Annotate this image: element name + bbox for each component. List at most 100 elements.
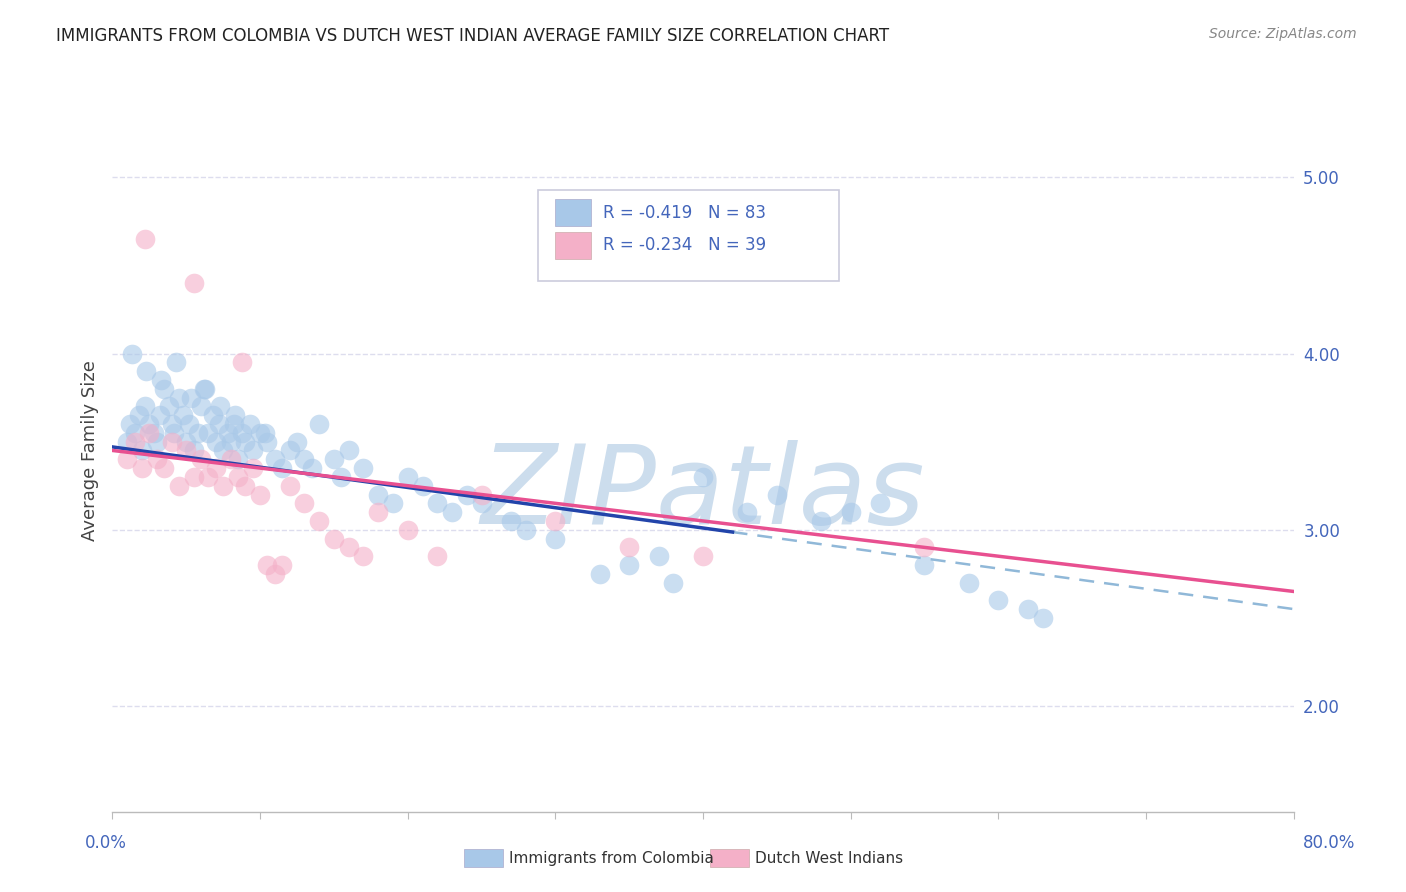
- Y-axis label: Average Family Size: Average Family Size: [80, 360, 98, 541]
- Point: [544, 514, 567, 528]
- Point: [160, 417, 183, 431]
- Point: [124, 434, 146, 449]
- Point: [226, 452, 249, 467]
- Point: [352, 549, 374, 564]
- Point: [396, 523, 419, 537]
- Point: [242, 461, 264, 475]
- Point: [810, 514, 832, 528]
- Point: [212, 443, 235, 458]
- Point: [197, 425, 219, 440]
- Point: [131, 461, 153, 475]
- Text: Immigrants from Colombia: Immigrants from Colombia: [509, 851, 714, 865]
- Point: [256, 434, 278, 449]
- Point: [914, 541, 936, 555]
- Point: [138, 417, 160, 431]
- Point: [352, 461, 374, 475]
- Point: [242, 443, 264, 458]
- Text: 80.0%: 80.0%: [1302, 834, 1355, 852]
- Point: [150, 373, 173, 387]
- Point: [190, 400, 212, 414]
- Point: [323, 452, 346, 467]
- Point: [367, 505, 389, 519]
- Point: [588, 566, 610, 581]
- Point: [205, 434, 228, 449]
- Point: [128, 408, 150, 422]
- Point: [330, 470, 353, 484]
- Point: [249, 487, 271, 501]
- Point: [187, 425, 209, 440]
- Point: [134, 400, 156, 414]
- Point: [172, 408, 194, 422]
- Point: [619, 558, 641, 572]
- Point: [544, 532, 567, 546]
- Point: [219, 452, 242, 467]
- Point: [292, 496, 315, 510]
- Text: IMMIGRANTS FROM COLOMBIA VS DUTCH WEST INDIAN AVERAGE FAMILY SIZE CORRELATION CH: IMMIGRANTS FROM COLOMBIA VS DUTCH WEST I…: [56, 27, 890, 45]
- Point: [157, 400, 180, 414]
- Point: [197, 470, 219, 484]
- Text: R = -0.419   N = 83: R = -0.419 N = 83: [603, 203, 766, 222]
- Point: [647, 549, 671, 564]
- Point: [131, 443, 153, 458]
- Point: [205, 461, 228, 475]
- Point: [149, 408, 172, 422]
- Point: [1017, 602, 1039, 616]
- Point: [201, 408, 224, 422]
- Point: [987, 593, 1010, 607]
- Point: [501, 514, 523, 528]
- Point: [208, 417, 231, 431]
- Point: [167, 391, 190, 405]
- Point: [134, 232, 156, 246]
- Point: [217, 425, 239, 440]
- Point: [662, 575, 685, 590]
- Point: [367, 487, 389, 501]
- Point: [839, 505, 862, 519]
- Point: [515, 523, 537, 537]
- Text: ZIPatlas: ZIPatlas: [481, 441, 925, 548]
- Point: [153, 461, 176, 475]
- Point: [160, 434, 183, 449]
- Point: [120, 417, 142, 431]
- Point: [308, 514, 330, 528]
- Point: [135, 364, 157, 378]
- Point: [264, 452, 287, 467]
- Point: [470, 487, 494, 501]
- Point: [426, 496, 449, 510]
- Point: [619, 541, 641, 555]
- Point: [308, 417, 330, 431]
- Point: [737, 505, 759, 519]
- Text: 0.0%: 0.0%: [84, 834, 127, 852]
- Point: [121, 346, 143, 360]
- Point: [226, 470, 249, 484]
- Text: Source: ZipAtlas.com: Source: ZipAtlas.com: [1209, 27, 1357, 41]
- Text: R = -0.234   N = 39: R = -0.234 N = 39: [603, 236, 766, 254]
- Point: [183, 276, 205, 290]
- Point: [1032, 611, 1054, 625]
- Point: [264, 566, 287, 581]
- Point: [692, 470, 714, 484]
- Point: [117, 452, 138, 467]
- Point: [692, 549, 714, 564]
- Point: [179, 417, 201, 431]
- Point: [174, 443, 197, 458]
- Point: [212, 479, 235, 493]
- Point: [194, 382, 217, 396]
- Point: [209, 400, 232, 414]
- Point: [426, 549, 449, 564]
- Point: [183, 470, 205, 484]
- Point: [914, 558, 936, 572]
- Point: [124, 425, 146, 440]
- Point: [470, 496, 494, 510]
- Point: [165, 355, 187, 369]
- FancyBboxPatch shape: [537, 190, 839, 281]
- Point: [231, 355, 253, 369]
- Point: [190, 452, 212, 467]
- Point: [183, 443, 205, 458]
- Point: [193, 382, 215, 396]
- Point: [271, 461, 294, 475]
- Point: [271, 558, 294, 572]
- Point: [153, 382, 176, 396]
- Point: [957, 575, 980, 590]
- Point: [337, 443, 360, 458]
- Point: [146, 452, 169, 467]
